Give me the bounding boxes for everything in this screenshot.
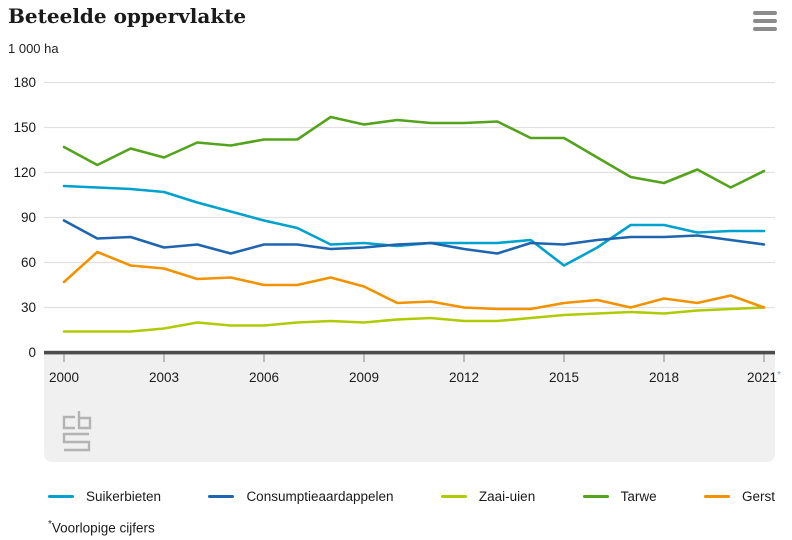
legend-label: Zaai-uien (478, 489, 536, 504)
line-swatch-icon (582, 495, 609, 498)
x-tick-label: 2018 (649, 370, 679, 385)
legend-label: Gerst (741, 489, 775, 504)
x-tick-label: 2012 (449, 370, 479, 385)
line-swatch-icon (208, 495, 235, 498)
series-line-gerst[interactable] (62, 250, 766, 311)
menu-bar (753, 11, 777, 15)
y-tick-label: 120 (13, 165, 36, 180)
x-tick-label: 2021* (747, 370, 781, 385)
x-tick-label: 2003 (149, 370, 179, 385)
series-line-consumptieaardappelen[interactable] (62, 219, 766, 255)
line-swatch-icon (48, 495, 74, 498)
menu-bar (753, 27, 777, 31)
legend-item-zaai-uien[interactable]: Zaai-uien (440, 489, 536, 504)
y-axis-unit-label: 1 000 ha (8, 41, 59, 56)
menu-bar (753, 19, 777, 23)
hamburger-menu-icon[interactable] (753, 11, 777, 31)
legend-item-tarwe[interactable]: Tarwe (582, 489, 657, 504)
y-tick-label: 0 (28, 345, 36, 360)
y-tick-label: 150 (13, 120, 36, 135)
legend-label: Tarwe (620, 489, 657, 504)
line-swatch-icon (703, 495, 730, 498)
cbs-logo-icon (62, 411, 92, 452)
chart-legend: Suikerbieten Consumptieaardappelen Zaai-… (48, 489, 775, 504)
legend-item-consumptieaardappelen[interactable]: Consumptieaardappelen (208, 489, 394, 504)
y-tick-label: 60 (21, 255, 36, 270)
x-tick-label: 2009 (349, 370, 379, 385)
line-swatch-icon (440, 495, 467, 498)
legend-item-gerst[interactable]: Gerst (703, 489, 775, 504)
x-tick-label: 2000 (49, 370, 79, 385)
series-line-tarwe[interactable] (62, 115, 766, 189)
x-tick-label: 2006 (249, 370, 279, 385)
footnote-marker: * (48, 519, 52, 530)
page-title: Beteelde oppervlakte (8, 4, 247, 28)
y-tick-label: 180 (13, 75, 36, 90)
footnote-text: Voorlopige cijfers (51, 520, 155, 536)
footnote: *Voorlopige cijfers (48, 519, 155, 536)
legend-item-suikerbieten[interactable]: Suikerbieten (48, 489, 161, 504)
y-tick-label: 90 (21, 210, 36, 225)
x-axis-line (44, 350, 775, 355)
series-line-zaai-uien[interactable] (62, 306, 766, 333)
series-line-suikerbieten[interactable] (62, 184, 766, 267)
x-tick-label: 2015 (549, 370, 579, 385)
axis-panel (44, 352, 775, 462)
y-tick-label: 30 (21, 300, 36, 315)
line-chart-canvas[interactable]: 0 30 60 90 120 150 180 2000 2003 2006 2009 2012 2015… (0, 60, 792, 472)
legend-label: Consumptieaardappelen (246, 489, 394, 504)
legend-label: Suikerbieten (86, 489, 162, 504)
